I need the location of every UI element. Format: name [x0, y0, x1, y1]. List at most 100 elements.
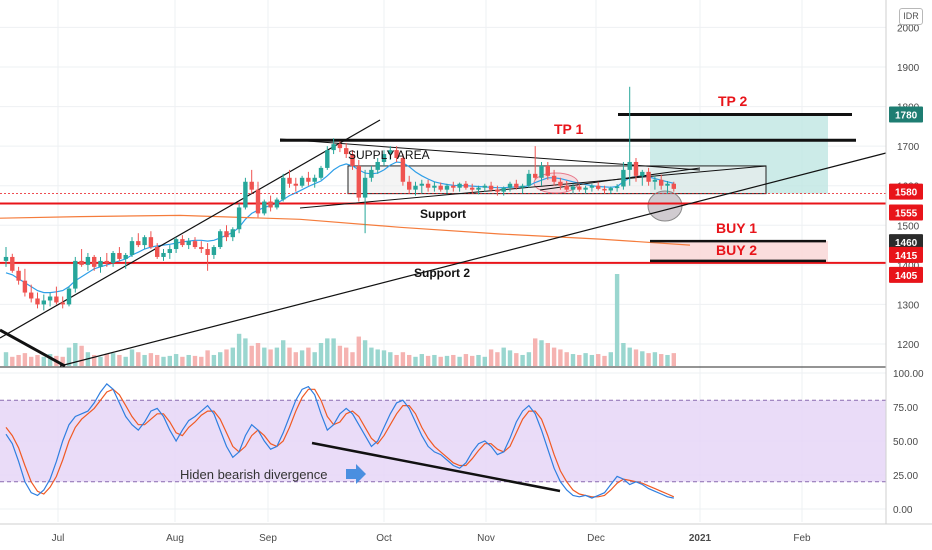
- volume-bar: [589, 354, 595, 366]
- volume-bar: [514, 353, 519, 366]
- price-label-text: 1460: [895, 238, 918, 249]
- currency-badge[interactable]: IDR: [899, 8, 923, 25]
- candle-body: [558, 181, 563, 186]
- candle-body: [306, 177, 311, 182]
- candle-body: [192, 241, 198, 248]
- volume-bars: [3, 274, 676, 366]
- price-label-bg: [889, 204, 923, 221]
- triangle-upper-line: [299, 165, 767, 209]
- volume-bar: [621, 343, 626, 366]
- volume-bar: [526, 352, 532, 366]
- candle-body: [167, 249, 172, 253]
- candle-body: [16, 270, 21, 281]
- volume-bar: [375, 349, 380, 366]
- volume-bar: [249, 345, 254, 366]
- volume-bar: [22, 353, 28, 366]
- volume-bar: [520, 354, 525, 366]
- time-tick-label: 2021: [689, 533, 712, 544]
- candle-body: [218, 231, 223, 248]
- support-label: Support: [420, 207, 466, 221]
- volume-bar: [325, 338, 330, 366]
- price-label-text: 1405: [895, 271, 918, 282]
- candle-body: [602, 188, 607, 191]
- candle-body: [551, 175, 557, 182]
- candle-body: [344, 148, 349, 155]
- candle-body: [432, 185, 437, 188]
- volume-bar: [293, 352, 298, 366]
- divergence-line: [311, 441, 561, 493]
- candle-body: [413, 185, 418, 190]
- candle-body: [110, 252, 116, 263]
- volume-bar: [633, 349, 639, 366]
- candle-body: [274, 199, 280, 208]
- volume-bar: [665, 354, 670, 366]
- price-label-1580: 1580: [889, 183, 923, 200]
- candle-body: [614, 186, 620, 189]
- candle-body: [224, 231, 229, 238]
- volume-bar: [192, 355, 198, 366]
- candle-body: [388, 150, 393, 155]
- candle-body: [287, 177, 292, 184]
- volume-bar: [155, 354, 160, 366]
- candle-body: [104, 260, 109, 263]
- price-tick-label: 2000: [897, 23, 920, 34]
- time-tick-label: Feb: [793, 533, 811, 544]
- price-label-bg: [889, 234, 923, 251]
- volume-bar: [501, 347, 506, 366]
- volume-bar: [507, 350, 513, 366]
- volume-bar: [344, 347, 349, 366]
- volume-bar: [564, 352, 569, 366]
- price-label-text: 1580: [895, 188, 918, 199]
- candle-body: [211, 247, 217, 255]
- candle-body: [98, 260, 103, 267]
- volume-bar: [47, 354, 53, 366]
- time-tick-label: Sep: [259, 533, 277, 544]
- candle-body: [293, 183, 298, 186]
- osc-tick-label: 75.00: [893, 403, 918, 414]
- price-label-1555: 1555: [889, 204, 923, 221]
- candle-body: [570, 186, 576, 190]
- stochastic-panel: [0, 366, 886, 499]
- volume-bar: [218, 352, 223, 366]
- volume-bar: [3, 352, 9, 366]
- ma-slow-line: [0, 214, 691, 246]
- volume-bar: [243, 338, 248, 366]
- volume-bar: [41, 356, 46, 366]
- candle-body: [640, 171, 645, 176]
- volume-bar: [66, 347, 72, 366]
- volume-bar: [255, 343, 261, 366]
- candle-body: [470, 187, 475, 190]
- candle-body: [665, 183, 670, 186]
- candle-body: [451, 185, 456, 188]
- candle-body: [136, 241, 141, 246]
- volume-bar: [596, 354, 601, 366]
- candle-body: [369, 169, 374, 178]
- volume-bar: [419, 354, 424, 366]
- candle-body: [514, 183, 519, 188]
- candle-body: [129, 241, 135, 255]
- price-label-bg: [889, 246, 923, 263]
- support-2-label: Support 2: [414, 266, 470, 280]
- volume-bar: [394, 354, 399, 366]
- candle-body: [331, 144, 336, 151]
- volume-bar: [362, 340, 368, 366]
- candle-body: [589, 185, 595, 188]
- candle-body: [463, 183, 469, 188]
- candle-body: [199, 247, 204, 250]
- price-label-text: 1415: [895, 251, 918, 262]
- volume-bar: [110, 353, 116, 366]
- volume-bar: [381, 350, 387, 366]
- volume-bar: [35, 354, 40, 366]
- price-label-text: 1780: [895, 110, 918, 121]
- volume-bar: [312, 352, 317, 366]
- volume-bar: [180, 356, 185, 366]
- volume-bar: [167, 355, 172, 366]
- support-touch-circle: [647, 190, 683, 222]
- price-label-1780: 1780: [889, 106, 923, 123]
- volume-bar: [262, 347, 267, 366]
- volume-bar: [425, 355, 431, 366]
- candle-body: [117, 252, 122, 259]
- time-tick-label: Dec: [587, 533, 605, 544]
- volume-bar: [16, 354, 21, 366]
